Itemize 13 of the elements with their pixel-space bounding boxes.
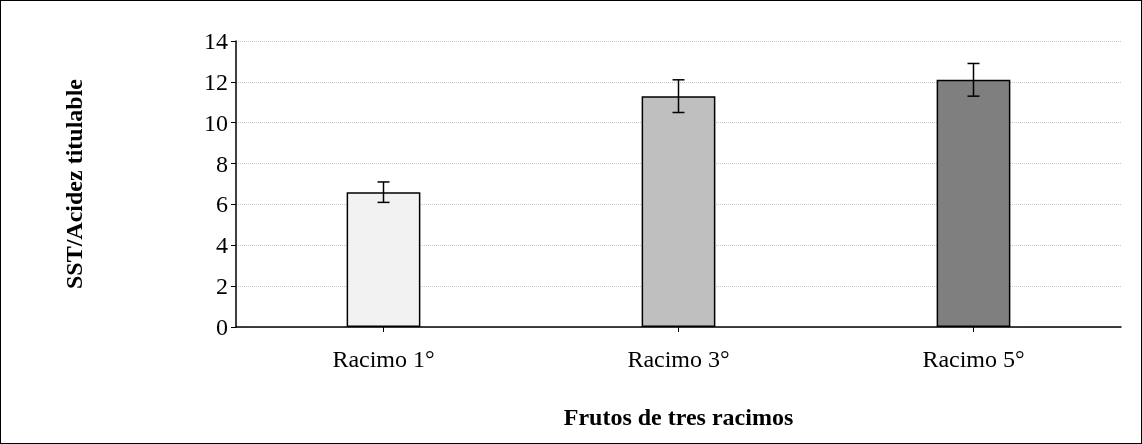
y-tick-label: 6: [216, 191, 228, 218]
y-tick-label: 8: [216, 150, 228, 177]
y-tick-label: 4: [216, 232, 228, 259]
x-tick-label: Racimo 1°: [332, 346, 435, 372]
y-tick-label: 0: [216, 314, 228, 340]
y-tick-label: 14: [204, 28, 228, 54]
y-axis-title: SST/Acidez titulable: [61, 78, 87, 290]
x-tick-label: Racimo 5°: [922, 346, 1025, 372]
y-tick-label: 10: [204, 109, 228, 136]
y-tick-label: 2: [216, 273, 228, 300]
y-tick-label: 12: [204, 68, 228, 95]
x-tick-label: Racimo 3°: [627, 346, 730, 372]
x-axis-title: Frutos de tres racimos: [563, 404, 794, 430]
